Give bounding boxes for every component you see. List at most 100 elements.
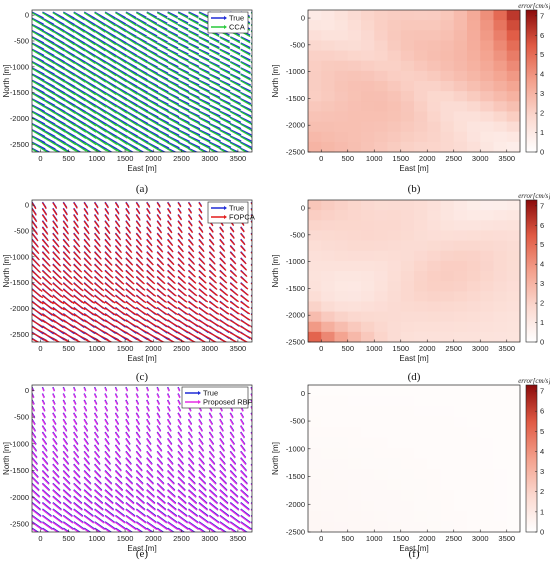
heatmap-cell bbox=[414, 301, 428, 312]
heatmap-cell bbox=[361, 500, 375, 512]
estimate-vector bbox=[146, 338, 155, 342]
heatmap-cell bbox=[493, 250, 508, 262]
estimate-vector bbox=[219, 445, 225, 452]
estimate-vector bbox=[198, 202, 203, 208]
estimate-vector bbox=[146, 483, 155, 492]
estimate-vector bbox=[177, 432, 183, 439]
estimate-vector bbox=[83, 432, 89, 439]
estimate-vector bbox=[62, 24, 75, 33]
estimate-vector bbox=[229, 36, 241, 44]
legend-entry: CCA bbox=[229, 23, 245, 32]
x-tick-label: 2500 bbox=[173, 344, 190, 353]
estimate-vector bbox=[188, 301, 199, 309]
true-vector bbox=[74, 535, 85, 542]
heatmap-cell bbox=[414, 250, 428, 262]
estimate-vector bbox=[94, 282, 105, 292]
heatmap-cell bbox=[467, 111, 481, 122]
estimate-vector bbox=[114, 227, 121, 234]
estimate-vector bbox=[219, 129, 232, 137]
estimate-vector bbox=[177, 276, 187, 285]
estimate-vector bbox=[177, 413, 182, 419]
heatmap-cell bbox=[440, 271, 455, 282]
estimate-vector bbox=[62, 49, 76, 58]
estimate-vector bbox=[156, 301, 168, 310]
estimate-vector bbox=[251, 535, 262, 542]
estimate-vector bbox=[177, 227, 183, 234]
estimate-vector bbox=[177, 67, 190, 75]
estimate-vector bbox=[94, 30, 106, 39]
heatmap-cell bbox=[387, 220, 402, 231]
estimate-vector bbox=[135, 483, 144, 492]
true-vector bbox=[250, 147, 252, 150]
estimate-vector bbox=[42, 12, 55, 21]
estimate-vector bbox=[42, 502, 52, 511]
heatmap-cell bbox=[387, 60, 402, 72]
heatmap-cell bbox=[308, 271, 322, 282]
heatmap-cell bbox=[387, 448, 402, 459]
estimate-vector bbox=[115, 142, 128, 152]
estimate-vector bbox=[41, 239, 50, 248]
y-tick-label: -2500 bbox=[10, 519, 29, 528]
colorbar-tick-label: 4 bbox=[540, 447, 544, 456]
estimate-vector bbox=[32, 483, 40, 492]
estimate-vector bbox=[135, 521, 147, 531]
estimate-vector bbox=[125, 49, 137, 58]
estimate-vector bbox=[32, 18, 44, 27]
estimate-vector bbox=[167, 464, 174, 472]
estimate-vector bbox=[125, 24, 137, 33]
x-tick-label: 1000 bbox=[366, 344, 383, 353]
estimate-vector bbox=[167, 239, 174, 247]
x-tick-label: 500 bbox=[62, 534, 75, 543]
estimate-vector bbox=[135, 208, 141, 215]
estimate-vector bbox=[125, 117, 138, 126]
heatmap-cell bbox=[361, 220, 375, 231]
estimate-vector bbox=[104, 257, 113, 266]
y-tick-label: -1000 bbox=[10, 439, 29, 448]
estimate-vector bbox=[177, 319, 190, 328]
estimate-vector bbox=[83, 521, 95, 531]
estimate-vector bbox=[219, 301, 230, 309]
heatmap-cell bbox=[347, 210, 362, 221]
heatmap-cell bbox=[308, 260, 322, 272]
heatmap-cell bbox=[480, 30, 494, 41]
estimate-vector bbox=[94, 111, 107, 121]
heatmap-cell bbox=[453, 200, 468, 211]
heatmap-cell bbox=[480, 406, 494, 417]
estimate-vector bbox=[52, 464, 60, 472]
estimate-vector bbox=[83, 400, 87, 406]
estimate-vector bbox=[83, 496, 93, 505]
heatmap-cell bbox=[334, 427, 349, 438]
heatmap-cell bbox=[347, 448, 362, 459]
estimate-vector bbox=[115, 307, 127, 316]
estimate-vector bbox=[188, 49, 200, 57]
estimate-vector bbox=[52, 470, 60, 479]
y-axis-label: North [m] bbox=[271, 442, 280, 475]
heatmap-cell bbox=[374, 395, 388, 407]
heatmap-cell bbox=[480, 210, 494, 221]
heatmap-cell bbox=[308, 458, 322, 470]
heatmap-cell bbox=[453, 220, 468, 231]
heatmap-cell bbox=[374, 437, 388, 449]
estimate-vector bbox=[167, 489, 176, 498]
legend-arrowhead bbox=[224, 215, 227, 219]
estimate-vector bbox=[125, 123, 138, 133]
estimate-vector bbox=[42, 67, 55, 77]
heatmap-cell bbox=[387, 321, 402, 333]
estimate-vector bbox=[104, 233, 111, 241]
legend-entry: FOPCA bbox=[229, 213, 255, 222]
estimate-vector bbox=[177, 136, 191, 144]
y-tick-label: -2000 bbox=[286, 311, 305, 320]
estimate-vector bbox=[240, 257, 247, 265]
estimate-vector bbox=[146, 477, 154, 485]
estimate-vector bbox=[83, 61, 96, 71]
heatmap-cell bbox=[427, 458, 441, 470]
estimate-vector bbox=[189, 535, 200, 542]
estimate-vector bbox=[32, 451, 38, 459]
estimate-vector bbox=[83, 419, 88, 426]
heatmap-cell bbox=[414, 20, 428, 31]
heatmap-cell bbox=[467, 250, 481, 262]
estimate-vector bbox=[188, 74, 200, 81]
heatmap-cell bbox=[361, 131, 375, 143]
estimate-vector bbox=[188, 142, 201, 150]
estimate-vector bbox=[146, 432, 152, 439]
